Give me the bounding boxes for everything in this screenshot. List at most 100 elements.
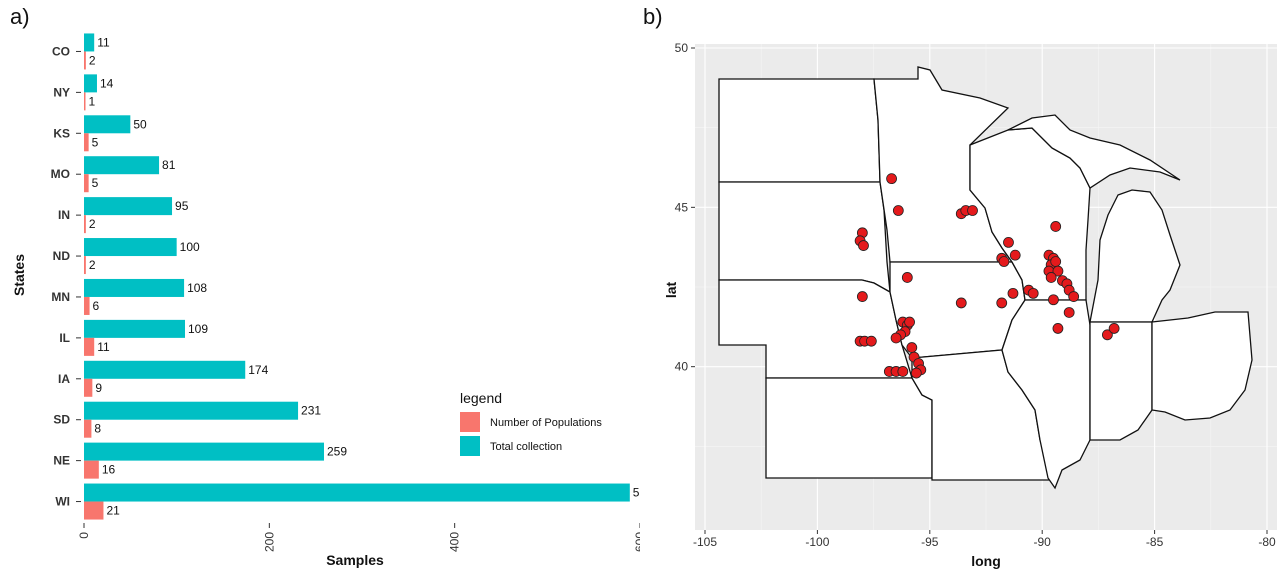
x-tick-label: 600: [633, 532, 640, 552]
state-in: [1089, 321, 1153, 441]
data-label-populations-co: 2: [89, 53, 96, 67]
sample-point: [1009, 249, 1021, 261]
y-tick-label: 50: [675, 41, 689, 55]
x-axis-title: Samples: [326, 552, 384, 568]
data-label-total-ne: 259: [327, 445, 347, 459]
sample-point: [906, 342, 918, 353]
bar-populations-ia: [84, 378, 93, 397]
data-label-total-mo: 81: [162, 158, 176, 172]
sample-point: [967, 205, 978, 216]
data-label-populations-sd: 8: [94, 422, 101, 436]
map-chart: -105 -100 -95 -90 -85 -80 40 45 50 long lat: [663, 41, 1277, 569]
sample-point: [858, 240, 869, 251]
x-tick-label: -80: [1258, 535, 1276, 549]
bar-populations-il: [84, 337, 95, 356]
bar-total-sd: [84, 401, 299, 420]
state-mi-lp: [1089, 189, 1181, 323]
data-label-populations-ne: 16: [102, 463, 116, 477]
state-ks: [765, 377, 933, 479]
state-tick-label: ND: [53, 249, 71, 263]
bar-populations-co: [84, 51, 86, 70]
x-tick-label: -100: [805, 535, 829, 549]
legend-title: legend: [460, 390, 502, 406]
data-label-populations-wi: 21: [106, 504, 120, 518]
bar-total-mn: [84, 278, 185, 297]
sample-point: [901, 272, 913, 283]
state-oh: [1151, 311, 1253, 421]
sample-point: [865, 335, 877, 347]
bar-total-nd: [84, 238, 177, 257]
x-axis-title: long: [971, 553, 1001, 569]
sample-point: [1052, 323, 1064, 334]
bar-total-ne: [84, 442, 325, 461]
x-tick-label: -105: [693, 535, 717, 549]
sample-point: [856, 291, 868, 302]
x-tick-label: 200: [262, 532, 276, 552]
bar-populations-in: [84, 215, 86, 234]
data-label-total-il: 109: [188, 322, 208, 336]
bar-populations-nd: [84, 256, 86, 275]
data-label-total-mn: 108: [187, 281, 207, 295]
state-tick-label: CO: [52, 44, 70, 58]
state-outlines: [718, 66, 1253, 490]
bar-populations-ks: [84, 133, 89, 152]
state-tick-label: NE: [53, 454, 70, 468]
sample-point: [1045, 272, 1057, 283]
sample-point: [910, 367, 922, 379]
state-tick-label: IL: [59, 331, 70, 345]
sample-point: [996, 297, 1008, 309]
data-label-populations-ks: 5: [92, 135, 99, 149]
sample-point: [890, 332, 902, 344]
legend-label-populations: Number of Populations: [490, 417, 602, 429]
state-tick-label: SD: [53, 413, 70, 427]
bar-populations-wi: [84, 501, 104, 520]
data-label-populations-ny: 1: [89, 94, 96, 108]
bar-total-il: [84, 319, 186, 338]
bar-total-co: [84, 33, 95, 52]
state-nd: [718, 78, 881, 183]
sample-point: [955, 297, 967, 309]
data-label-populations-il: 11: [97, 340, 110, 354]
state-mi-up: [1007, 114, 1181, 189]
bar-total-ks: [84, 115, 131, 134]
state-tick-label: WI: [55, 495, 70, 509]
bar-populations-mn: [84, 296, 90, 315]
data-label-total-co: 11: [97, 35, 110, 49]
x-tick-label: -85: [1146, 535, 1164, 549]
sample-point: [1050, 256, 1062, 267]
data-label-populations-nd: 2: [89, 258, 96, 272]
sample-point: [1048, 294, 1059, 306]
sample-point: [1063, 307, 1075, 318]
data-label-total-sd: 231: [301, 404, 321, 418]
sample-point: [904, 316, 915, 328]
bar-chart: States Samples CONYKSMOINNDMNILIASDNEWI …: [11, 33, 640, 568]
data-label-total-ia: 174: [248, 363, 268, 377]
bar-total-in: [84, 197, 173, 216]
y-axis-title: States: [11, 254, 27, 296]
x-tick-label: -95: [921, 535, 939, 549]
sample-point: [886, 173, 897, 185]
sample-point: [1108, 323, 1120, 334]
legend: legend Number of Populations Total colle…: [460, 390, 602, 456]
bar-total-ia: [84, 360, 246, 379]
legend-swatch-populations: [460, 412, 480, 432]
data-label-total-wi: 589: [633, 486, 640, 500]
bar-populations-sd: [84, 419, 92, 438]
data-label-populations-in: 2: [89, 217, 96, 231]
state-tick-label: IN: [58, 208, 70, 222]
panel-b-label: b): [643, 4, 663, 29]
bar-populations-ny: [84, 92, 86, 111]
state-tick-label: KS: [53, 126, 70, 140]
y-tick-label: 45: [675, 200, 689, 214]
sample-point: [1068, 291, 1080, 302]
data-label-total-ny: 14: [100, 76, 114, 90]
bar-total-ny: [84, 74, 97, 93]
sample-point: [1003, 236, 1014, 248]
legend-swatch-collection: [460, 436, 480, 456]
state-tick-label: IA: [58, 372, 70, 386]
y-axis-title: lat: [663, 281, 679, 298]
bar-populations-ne: [84, 460, 99, 479]
sample-point: [1050, 221, 1062, 232]
data-label-populations-ia: 9: [95, 381, 102, 395]
panel-a-label: a): [10, 4, 30, 29]
